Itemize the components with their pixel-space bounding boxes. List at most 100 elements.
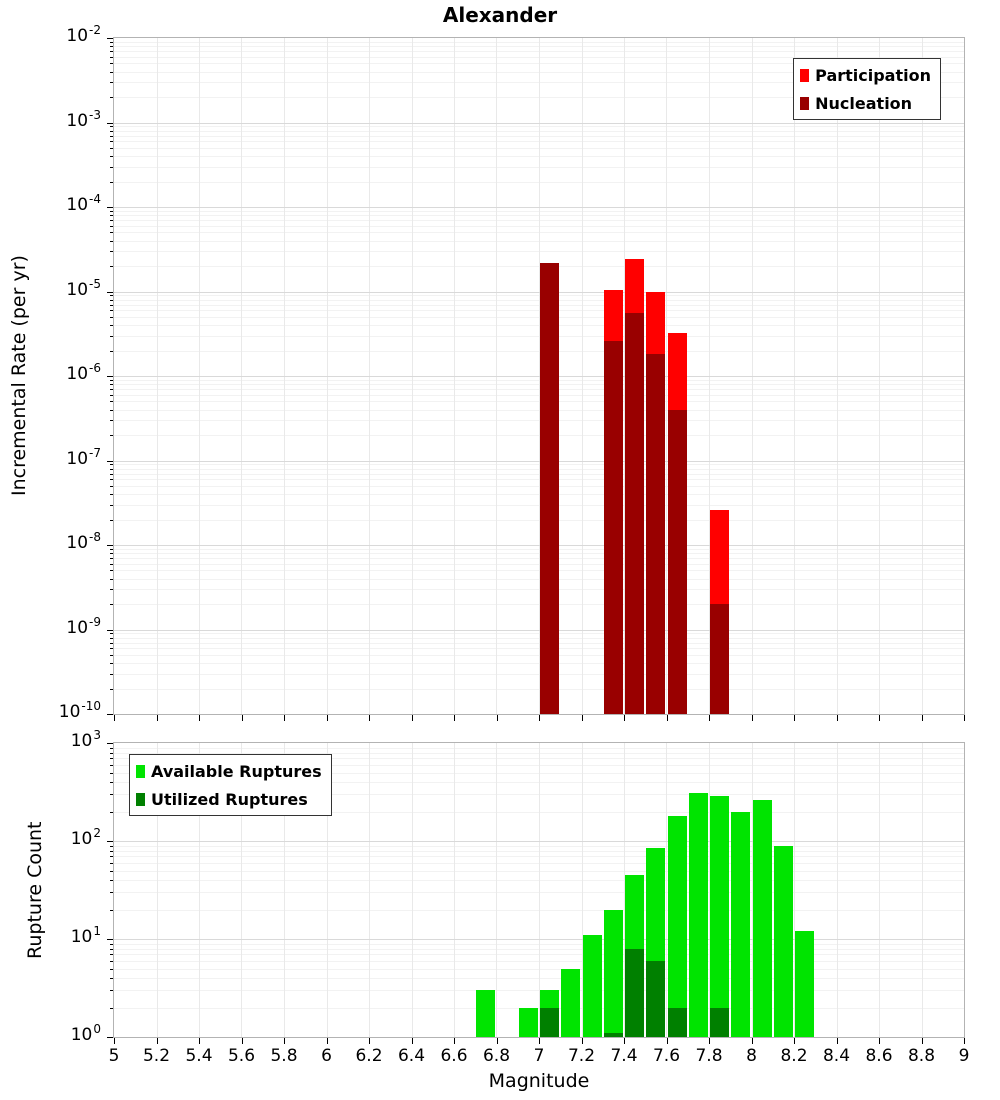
x-tick — [836, 715, 838, 721]
x-tick — [241, 715, 243, 721]
x-tick-label: 8.4 — [822, 1046, 851, 1066]
legend-item-nucleation: Nucleation — [800, 89, 931, 117]
x-tick-label: 5.2 — [142, 1046, 171, 1066]
x-tick — [284, 715, 285, 721]
tick-base: 10 — [66, 617, 89, 638]
y-minor-tick — [110, 126, 113, 128]
x-tick — [709, 1038, 710, 1044]
tick-exponent: -8 — [89, 530, 101, 544]
vertical-gridline — [624, 743, 625, 1037]
nucleation-bar — [625, 313, 645, 714]
x-tick — [879, 715, 880, 721]
vertical-gridline — [284, 743, 285, 1037]
y-minor-tick — [110, 130, 113, 132]
utilized-ruptures-bar — [667, 1007, 687, 1037]
y-minor-tick — [110, 82, 113, 84]
y-tick-label: 100 — [0, 1022, 101, 1045]
y-tick — [107, 376, 113, 377]
tick-exponent: 1 — [93, 924, 101, 938]
tick-exponent: -9 — [89, 614, 101, 629]
y-tick — [107, 629, 113, 631]
vertical-gridline — [369, 743, 370, 1037]
available-ruptures-bar — [688, 792, 709, 1037]
x-tick — [751, 715, 753, 721]
tick-exponent: -3 — [89, 107, 101, 122]
tick-exponent: -5 — [89, 276, 101, 291]
x-tick — [496, 715, 498, 721]
y-minor-tick — [110, 479, 113, 481]
x-tick-label: 5.8 — [270, 1046, 298, 1066]
x-tick — [709, 715, 710, 721]
x-tick-label: 8.6 — [865, 1046, 893, 1066]
major-gridline — [114, 207, 964, 208]
y-minor-tick — [110, 379, 113, 381]
y-minor-tick — [110, 97, 113, 99]
y-minor-tick — [110, 232, 113, 234]
y-minor-tick — [110, 772, 113, 774]
vertical-gridline — [709, 743, 710, 1037]
available-ruptures-bar — [518, 1007, 538, 1037]
x-tick — [326, 1038, 328, 1044]
x-axis-title-magnitude: Magnitude — [488, 1070, 590, 1092]
incremental-rate-plot — [113, 37, 965, 715]
tick-exponent: -10 — [81, 699, 101, 713]
x-tick-label: 5.4 — [185, 1046, 213, 1066]
y-minor-tick — [110, 166, 113, 168]
x-tick — [284, 1038, 285, 1044]
y-minor-tick — [110, 181, 113, 183]
y-minor-tick — [110, 325, 113, 327]
y-minor-tick — [110, 948, 113, 950]
y-minor-tick — [110, 56, 113, 58]
y-minor-tick — [110, 862, 113, 864]
y-minor-tick — [110, 225, 113, 227]
y-minor-tick — [110, 473, 113, 475]
y-minor-tick — [110, 909, 113, 911]
y-tick-label: 10-3 — [0, 107, 101, 131]
y-minor-tick — [110, 563, 113, 565]
utilized-ruptures-swatch — [136, 792, 145, 806]
y-tick — [107, 939, 113, 940]
tick-base: 10 — [58, 702, 81, 722]
y-minor-tick — [110, 856, 113, 858]
vertical-gridline — [327, 743, 328, 1037]
vertical-gridline — [496, 743, 497, 1037]
x-tick-label: 6.8 — [482, 1046, 511, 1066]
legend: Available Ruptures Utilized Ruptures — [129, 754, 332, 816]
y-minor-tick — [110, 215, 113, 217]
y-minor-tick — [110, 251, 113, 253]
y-tick-label: 10-9 — [0, 614, 101, 638]
vertical-gridline — [879, 743, 880, 1037]
available-ruptures-bar — [582, 934, 602, 1037]
tick-exponent: 0 — [93, 1022, 101, 1036]
major-gridline — [114, 122, 964, 124]
x-tick — [156, 1038, 158, 1044]
y-minor-tick — [110, 850, 113, 852]
y-minor-tick — [110, 295, 113, 297]
y-minor-tick — [110, 156, 113, 158]
tick-base: 10 — [66, 448, 89, 469]
utilized-ruptures-bar — [625, 948, 645, 1037]
y-tick-label: 10-2 — [0, 23, 101, 46]
utilized-ruptures-bar — [603, 1033, 623, 1037]
y-minor-tick — [110, 299, 113, 301]
x-tick-label: 6 — [321, 1046, 332, 1066]
y-minor-tick — [110, 240, 113, 242]
y-minor-tick — [110, 892, 113, 894]
y-minor-tick — [110, 485, 113, 487]
x-tick-label: 7.8 — [695, 1046, 723, 1066]
y-tick-label: 10-5 — [0, 276, 101, 300]
x-tick — [539, 715, 540, 721]
y-minor-tick — [110, 494, 113, 496]
vertical-gridline — [199, 743, 200, 1037]
vertical-gridline — [157, 743, 158, 1037]
x-tick-label: 6.6 — [440, 1046, 468, 1066]
y-tick — [107, 1037, 113, 1038]
available-ruptures-bar — [561, 968, 581, 1037]
y-minor-tick — [110, 637, 113, 639]
x-tick — [921, 715, 923, 721]
available-ruptures-bar — [603, 909, 623, 1037]
y-minor-tick — [110, 747, 113, 749]
nucleation-bar — [646, 354, 666, 714]
tick-base: 10 — [70, 927, 93, 947]
legend-item-participation: Participation — [800, 61, 931, 89]
